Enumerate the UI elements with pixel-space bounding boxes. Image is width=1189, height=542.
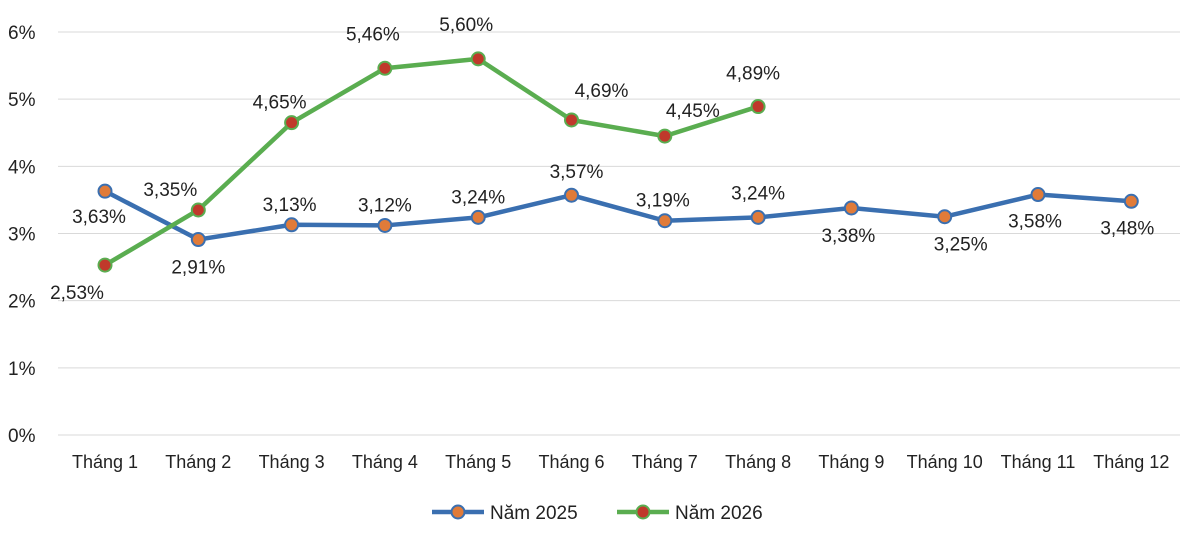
legend-label: Năm 2025 xyxy=(490,503,578,524)
y-tick-label: 6% xyxy=(8,23,36,44)
series-line-2 xyxy=(102,56,761,268)
x-tick-label: Tháng 12 xyxy=(1093,452,1169,472)
data-point xyxy=(190,232,206,248)
data-point xyxy=(284,217,300,233)
data-label: 4,65% xyxy=(253,93,307,114)
series-line-1 xyxy=(102,188,1134,242)
data-point xyxy=(564,112,579,128)
data-point xyxy=(97,183,113,199)
y-tick-label: 0% xyxy=(8,426,36,447)
data-point xyxy=(377,217,393,233)
x-tick-label: Tháng 5 xyxy=(445,452,511,472)
data-point xyxy=(657,128,673,144)
y-tick-label: 3% xyxy=(8,225,36,246)
data-point xyxy=(97,257,113,273)
data-point xyxy=(377,60,393,76)
x-tick-label: Tháng 2 xyxy=(165,452,231,472)
data-point xyxy=(657,213,673,229)
data-label: 4,45% xyxy=(666,101,720,122)
x-tick-label: Tháng 4 xyxy=(352,452,418,472)
data-label: 3,58% xyxy=(1008,212,1062,233)
y-tick-label: 5% xyxy=(8,90,36,111)
y-tick-label: 2% xyxy=(8,292,36,313)
data-point xyxy=(750,209,766,225)
data-point xyxy=(470,209,486,225)
data-label: 3,48% xyxy=(1100,218,1154,239)
x-tick-label: Tháng 9 xyxy=(818,452,884,472)
data-label: 3,38% xyxy=(821,226,875,247)
data-labels: 3,63% 2,91% 3,13% 3,12% 3,24% 3,57% 3,19% 3,24%… xyxy=(50,15,1154,304)
data-point xyxy=(470,51,486,67)
y-axis-ticks: 0% 1% 2% 3% 4% 5% 6% xyxy=(8,23,36,447)
data-label: 3,24% xyxy=(451,187,505,208)
data-point xyxy=(1030,187,1046,203)
data-label: 3,19% xyxy=(636,191,690,212)
data-point xyxy=(937,209,953,225)
x-tick-label: Tháng 6 xyxy=(538,452,604,472)
data-label: 3,35% xyxy=(143,180,197,201)
x-tick-label: Tháng 3 xyxy=(259,452,325,472)
data-point xyxy=(564,187,579,203)
data-point xyxy=(750,99,766,115)
data-label: 2,53% xyxy=(50,283,104,304)
data-label: 3,12% xyxy=(358,195,412,216)
data-label: 5,46% xyxy=(346,24,400,45)
data-label: 3,13% xyxy=(263,195,317,216)
y-tick-label: 1% xyxy=(8,359,36,380)
data-point xyxy=(1123,193,1139,209)
data-label: 4,89% xyxy=(726,64,780,85)
x-tick-label: Tháng 7 xyxy=(632,452,698,472)
data-label: 3,25% xyxy=(934,235,988,256)
y-tick-label: 4% xyxy=(8,157,36,178)
data-label: 3,24% xyxy=(731,183,785,204)
x-axis-ticks: Tháng 1 Tháng 2 Tháng 3 Tháng 4 Tháng 5 Tháng… xyxy=(72,452,1169,472)
data-label: 5,60% xyxy=(439,15,493,36)
data-point xyxy=(190,202,206,218)
x-tick-label: Tháng 8 xyxy=(725,452,791,472)
series-lines xyxy=(97,51,1139,273)
legend-swatch-marker xyxy=(450,504,466,520)
x-tick-label: Tháng 1 xyxy=(72,452,138,472)
data-point xyxy=(843,200,859,216)
x-tick-label: Tháng 10 xyxy=(907,452,983,472)
data-label: 4,69% xyxy=(575,81,629,102)
legend-label: Năm 2026 xyxy=(675,503,763,524)
data-label: 3,57% xyxy=(550,162,604,183)
data-point xyxy=(284,115,300,131)
legend: Năm 2025 Năm 2026 xyxy=(432,503,763,524)
data-label: 3,63% xyxy=(72,207,126,228)
x-tick-label: Tháng 11 xyxy=(1001,452,1076,472)
legend-swatch-marker xyxy=(635,504,651,520)
data-label: 2,91% xyxy=(171,258,225,279)
